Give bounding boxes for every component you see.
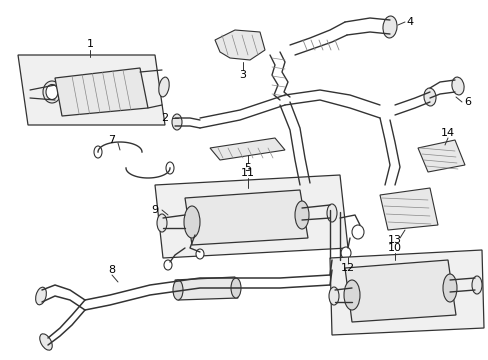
Ellipse shape (183, 206, 200, 238)
Ellipse shape (94, 146, 102, 158)
Ellipse shape (343, 280, 359, 310)
Ellipse shape (165, 162, 174, 174)
Ellipse shape (157, 214, 167, 232)
Text: 10: 10 (387, 243, 401, 253)
Ellipse shape (382, 16, 396, 38)
Polygon shape (184, 190, 307, 245)
Ellipse shape (442, 274, 456, 302)
Text: 5: 5 (244, 163, 251, 173)
Ellipse shape (46, 85, 58, 99)
Polygon shape (209, 138, 285, 160)
Polygon shape (329, 250, 483, 335)
Text: 8: 8 (108, 265, 115, 275)
Ellipse shape (328, 287, 338, 305)
Polygon shape (417, 140, 464, 172)
Ellipse shape (172, 114, 182, 130)
Ellipse shape (326, 204, 336, 222)
Text: 1: 1 (86, 39, 93, 49)
Text: 4: 4 (406, 17, 413, 27)
Ellipse shape (36, 287, 46, 305)
Text: 14: 14 (440, 128, 454, 138)
Polygon shape (215, 30, 264, 60)
Polygon shape (345, 260, 455, 322)
Ellipse shape (294, 201, 308, 229)
Ellipse shape (173, 280, 183, 300)
Ellipse shape (351, 225, 363, 239)
Ellipse shape (43, 81, 61, 103)
Ellipse shape (40, 334, 52, 350)
Ellipse shape (451, 77, 463, 95)
Polygon shape (175, 277, 238, 300)
Text: 3: 3 (239, 70, 246, 80)
Text: 6: 6 (464, 97, 470, 107)
Polygon shape (18, 55, 164, 125)
Text: 9: 9 (151, 205, 158, 215)
Ellipse shape (163, 260, 172, 270)
Ellipse shape (340, 247, 350, 259)
Ellipse shape (423, 88, 435, 106)
Polygon shape (155, 175, 347, 258)
Text: 7: 7 (108, 135, 115, 145)
Text: 11: 11 (241, 168, 254, 178)
Ellipse shape (196, 249, 203, 259)
Ellipse shape (471, 276, 481, 294)
Text: 12: 12 (340, 263, 354, 273)
Polygon shape (55, 68, 148, 116)
Ellipse shape (159, 77, 169, 97)
Polygon shape (379, 188, 437, 230)
Ellipse shape (230, 278, 241, 298)
Text: 2: 2 (161, 113, 168, 123)
Text: 13: 13 (387, 235, 401, 245)
